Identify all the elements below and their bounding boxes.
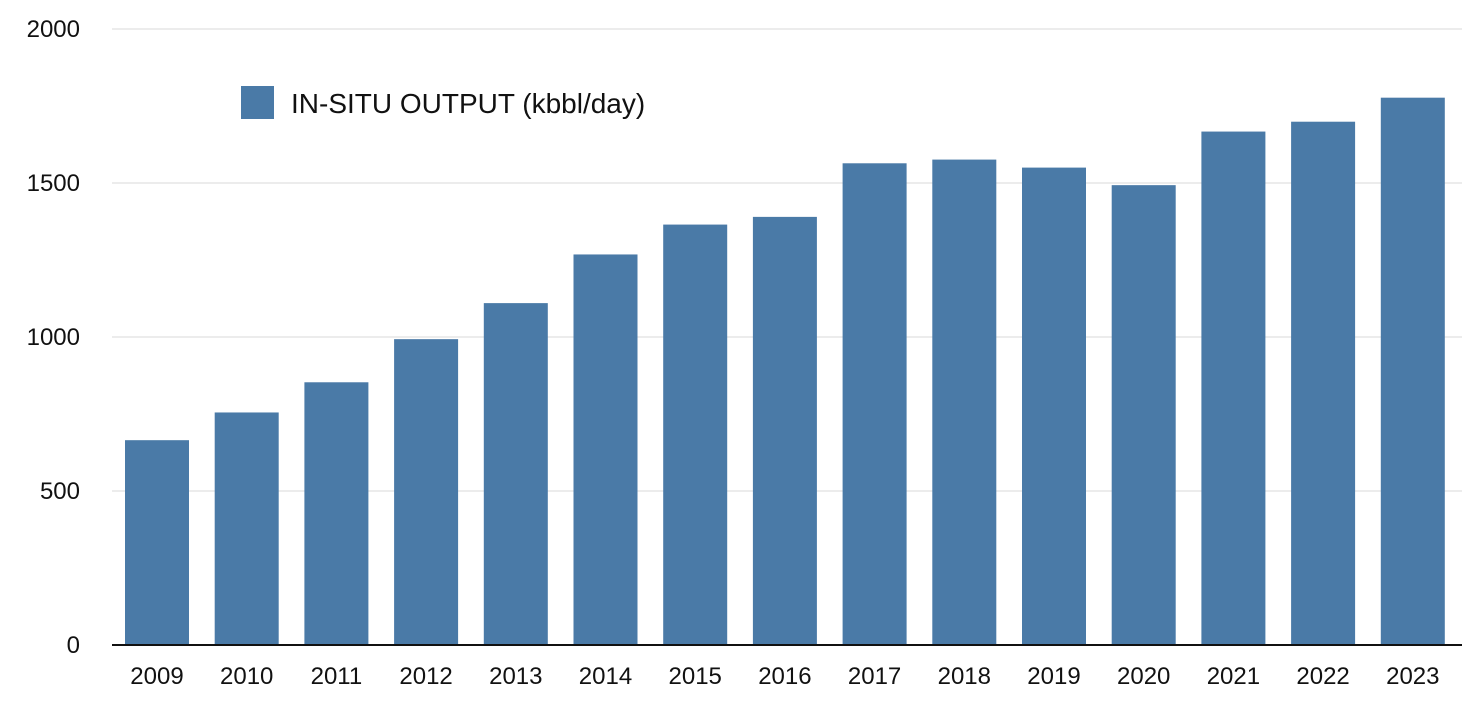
bar-2016	[752, 216, 817, 645]
bar-2014	[573, 254, 638, 645]
bar-2020	[1111, 185, 1176, 645]
x-tick-label: 2012	[399, 663, 452, 690]
legend-swatch	[241, 86, 274, 119]
x-tick-label: 2013	[489, 663, 542, 690]
y-axis-tick-labels: 0 500 1000 1500 2000	[27, 16, 80, 659]
bar-2009	[125, 440, 189, 645]
x-tick-label: 2021	[1207, 663, 1260, 690]
legend: IN-SITU OUTPUT (kbbl/day)	[241, 86, 645, 119]
x-tick-label: 2011	[311, 663, 363, 690]
bar-2021	[1201, 131, 1266, 646]
x-tick-label: 2023	[1386, 663, 1439, 690]
x-tick-label: 2022	[1296, 663, 1349, 690]
legend-label: IN-SITU OUTPUT (kbbl/day)	[291, 88, 645, 119]
x-tick-label: 2010	[220, 663, 273, 690]
x-tick-label: 2018	[938, 663, 991, 690]
y-tick-label: 500	[40, 478, 80, 505]
x-tick-label: 2017	[848, 663, 901, 690]
y-tick-label: 2000	[27, 16, 80, 43]
x-tick-label: 2020	[1117, 663, 1170, 690]
bar-2017	[842, 163, 907, 645]
bar-2023	[1380, 97, 1445, 645]
bars	[125, 97, 1445, 646]
x-tick-label: 2019	[1027, 663, 1080, 690]
y-tick-label: 1000	[27, 324, 80, 351]
bar-2012	[394, 339, 459, 645]
bar-2015	[663, 224, 728, 645]
bar-2018	[932, 159, 997, 646]
bar-2010	[214, 412, 279, 645]
bar-2011	[304, 382, 369, 645]
y-tick-label: 0	[67, 632, 80, 659]
x-axis-tick-labels: 2009 2010 2011 2012 2013 2014 2015 2016 2017 2018…	[130, 663, 1439, 690]
x-tick-label: 2016	[758, 663, 811, 690]
x-tick-label: 2014	[579, 663, 632, 690]
bar-2013	[483, 303, 548, 645]
x-tick-label: 2015	[669, 663, 722, 690]
x-tick-label: 2009	[130, 663, 183, 690]
bar-2022	[1291, 121, 1356, 645]
y-tick-label: 1500	[27, 170, 80, 197]
bar-2019	[1022, 167, 1086, 645]
